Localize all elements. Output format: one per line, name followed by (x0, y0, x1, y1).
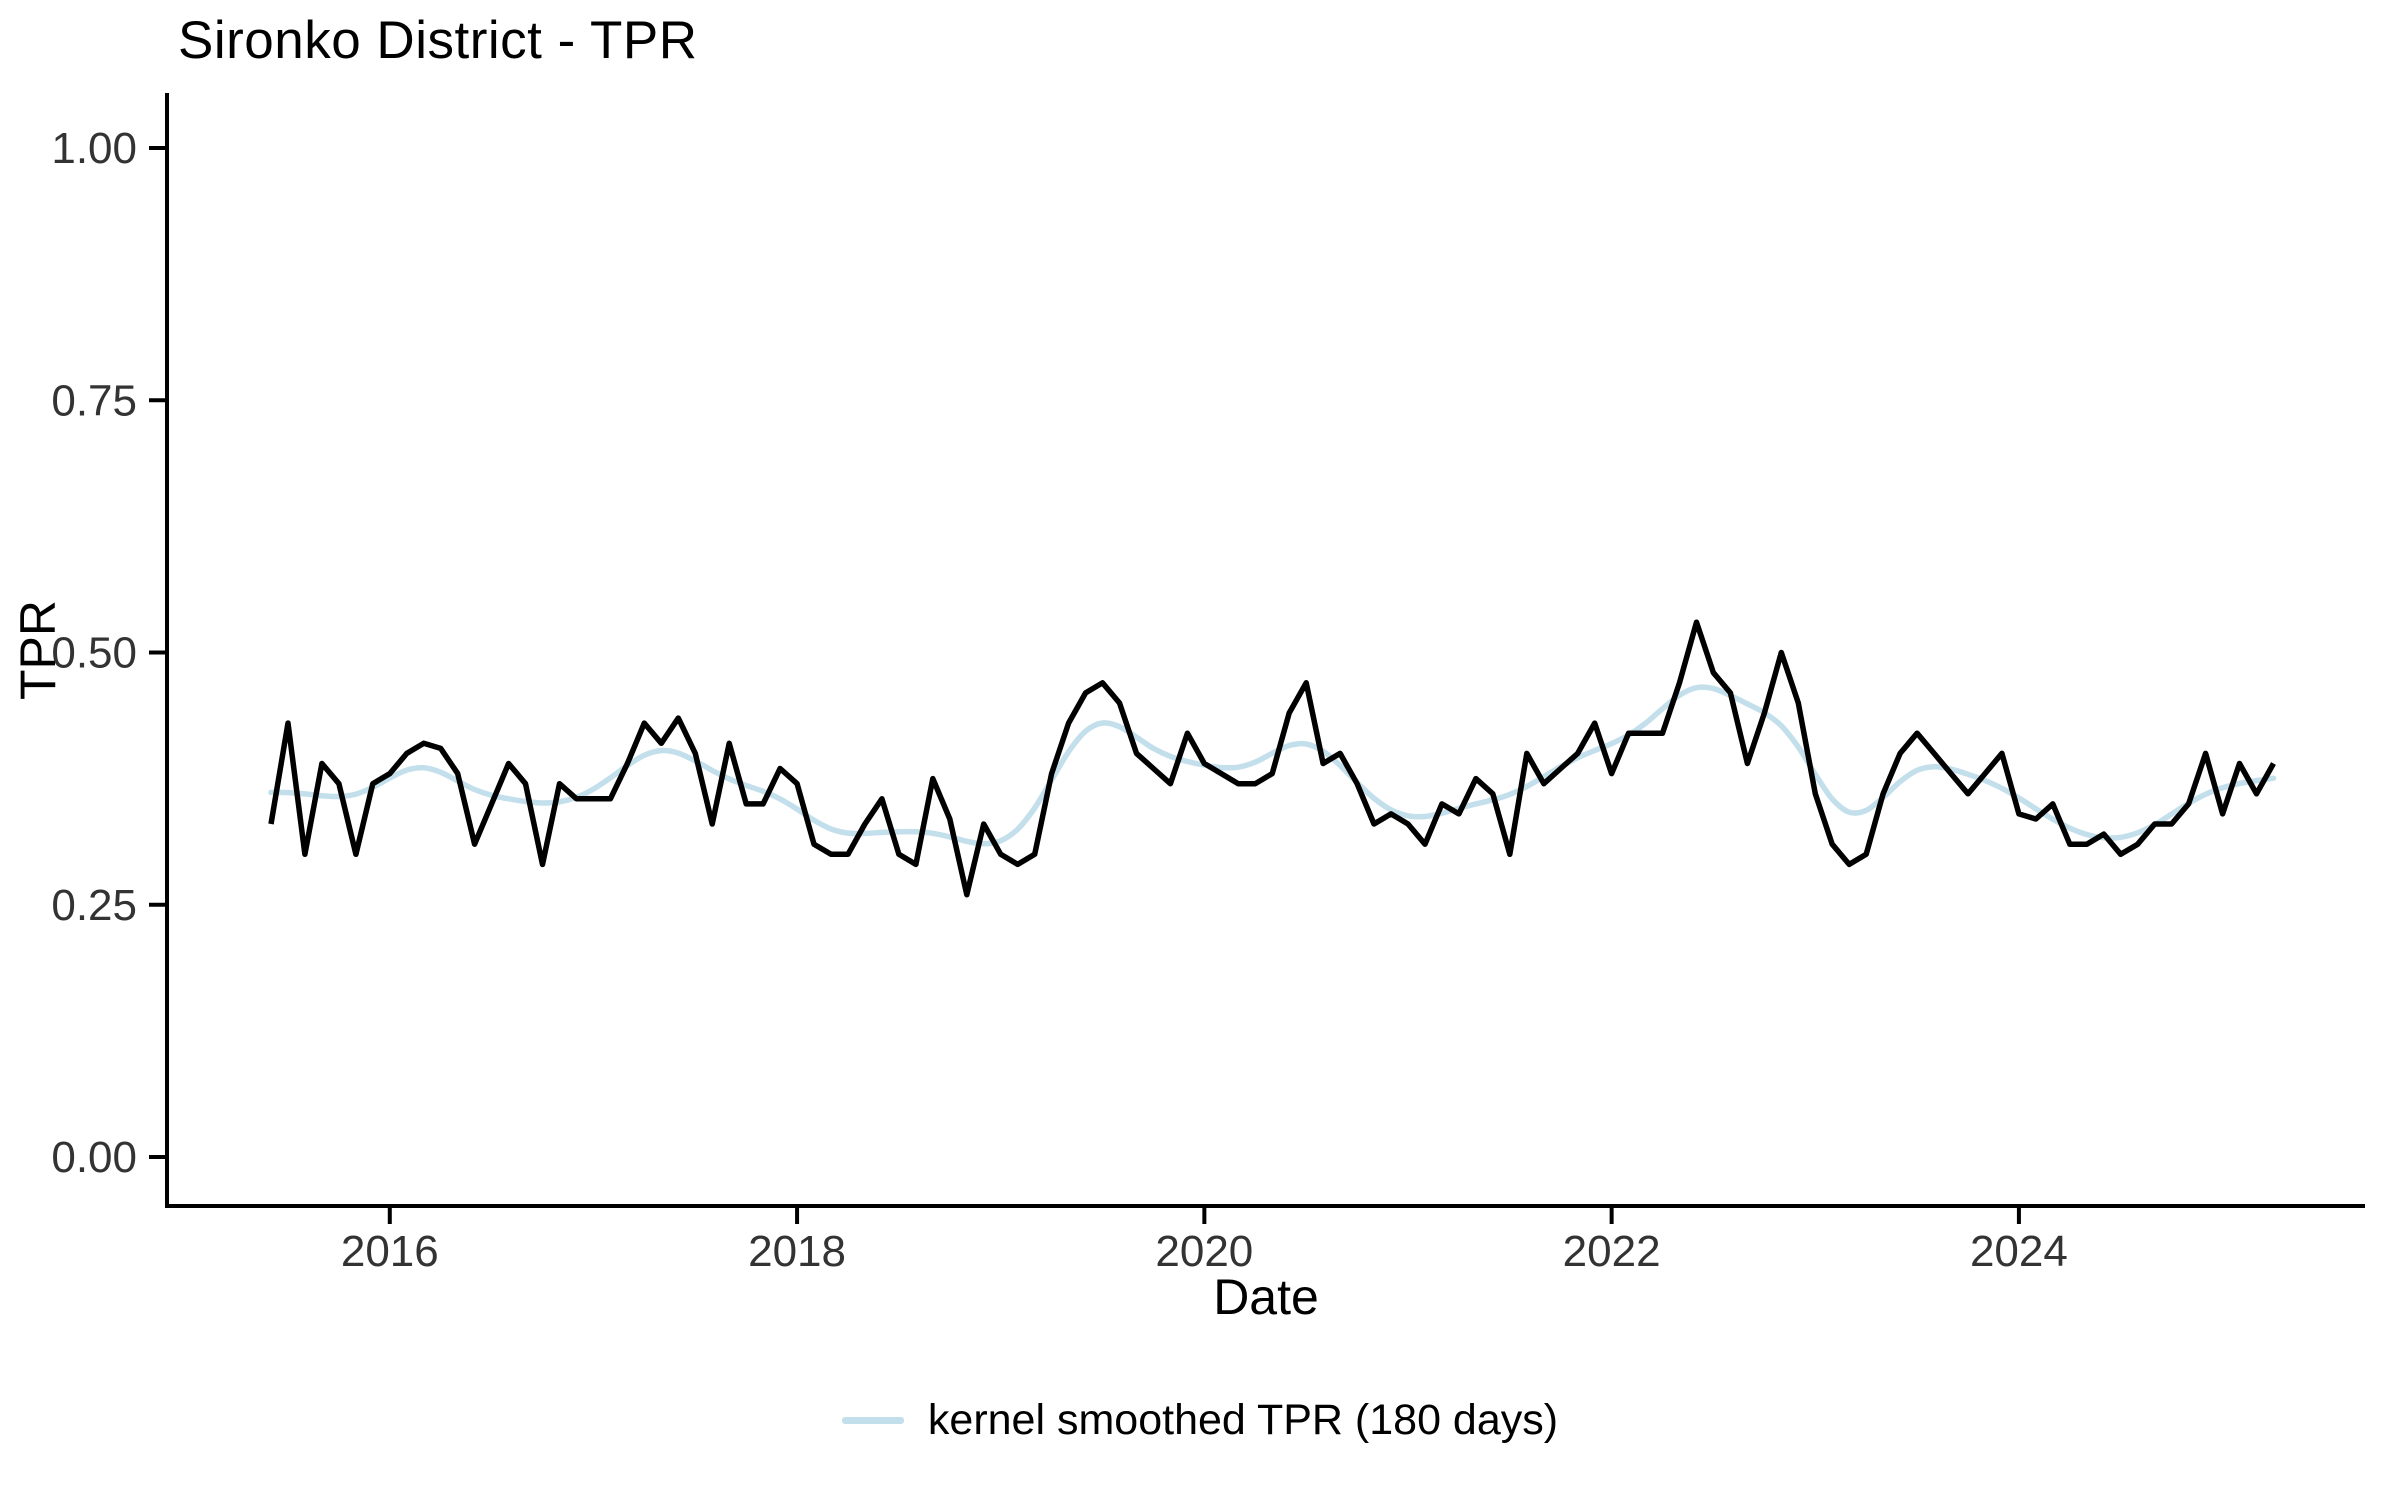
y-tick-label: 0.75 (51, 376, 137, 425)
y-tick-label: 1.00 (51, 124, 137, 173)
legend-line-swatch (841, 1417, 904, 1424)
y-tick-label: 0.50 (51, 629, 137, 678)
x-tick-label: 2022 (1563, 1227, 1661, 1276)
x-tick-label: 2020 (1155, 1227, 1253, 1276)
x-tick-label: 2024 (1970, 1227, 2068, 1276)
legend: kernel smoothed TPR (180 days) (0, 1396, 2400, 1445)
y-axis-title: TPR (10, 600, 66, 700)
x-axis-title: Date (1213, 1269, 1319, 1325)
y-tick-label: 0.25 (51, 881, 137, 930)
page-title: Sironko District - TPR (178, 11, 698, 70)
tpr-line (268, 619, 2276, 898)
smoothed-tpr-line (268, 684, 2277, 847)
legend-label: kernel smoothed TPR (180 days) (927, 1396, 1559, 1444)
y-tick-label: 0.00 (51, 1133, 137, 1182)
x-tick-label: 2018 (748, 1227, 846, 1276)
x-tick-label: 2016 (341, 1227, 439, 1276)
